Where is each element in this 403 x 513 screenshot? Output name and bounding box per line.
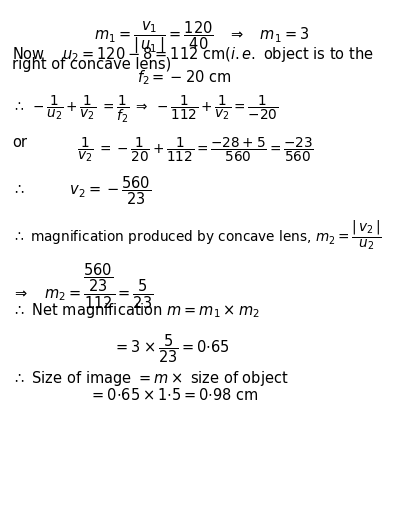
Text: $\therefore$ magnification produced by concave lens, $m_2 = \dfrac{|\,v_2\,|}{u_: $\therefore$ magnification produced by c… xyxy=(12,218,382,252)
Text: $\therefore$ Size of image $= m \times$ size of object: $\therefore$ Size of image $= m \times$ … xyxy=(12,369,289,388)
Text: $\Rightarrow \quad m_2 = \dfrac{\dfrac{560}{23}}{112} = \dfrac{5}{23}$: $\Rightarrow \quad m_2 = \dfrac{\dfrac{5… xyxy=(12,262,154,311)
Text: $\dfrac{1}{v_2}\; = -\dfrac{1}{20}+\dfrac{1}{112} = \dfrac{-28+5}{560} = \dfrac{: $\dfrac{1}{v_2}\; = -\dfrac{1}{20}+\dfra… xyxy=(77,135,314,164)
Text: $\therefore\; -\dfrac{1}{u_2}+\dfrac{1}{v_2}\; =\dfrac{1}{f_2}\; \Rightarrow\; -: $\therefore\; -\dfrac{1}{u_2}+\dfrac{1}{… xyxy=(12,93,278,125)
Text: $= 3 \times \dfrac{5}{23} = 0{\cdot}65$: $= 3 \times \dfrac{5}{23} = 0{\cdot}65$ xyxy=(113,332,230,365)
Text: $\therefore \quad\qquad v_2 = -\dfrac{560}{23}$: $\therefore \quad\qquad v_2 = -\dfrac{56… xyxy=(12,174,151,207)
Text: Now    $u_2 = 120 - 8 = 112$ cm($i.e.$ object is to the: Now $u_2 = 120 - 8 = 112$ cm($i.e.$ obje… xyxy=(12,45,374,64)
Text: or: or xyxy=(12,135,27,150)
Text: $f_2 = -20$ cm: $f_2 = -20$ cm xyxy=(137,69,231,87)
Text: $m_1 = \dfrac{v_1}{|\,u_1\,|} = \dfrac{120}{40} \quad \Rightarrow \quad m_1 = 3$: $m_1 = \dfrac{v_1}{|\,u_1\,|} = \dfrac{1… xyxy=(94,19,309,56)
Text: right of concave lens): right of concave lens) xyxy=(12,57,171,72)
Text: $= 0{\cdot}65 \times 1{\cdot}5 = 0{\cdot}98$ cm: $= 0{\cdot}65 \times 1{\cdot}5 = 0{\cdot… xyxy=(89,387,259,403)
Text: $\therefore$ Net magnification $m = m_1 \times m_2$: $\therefore$ Net magnification $m = m_1 … xyxy=(12,301,260,320)
